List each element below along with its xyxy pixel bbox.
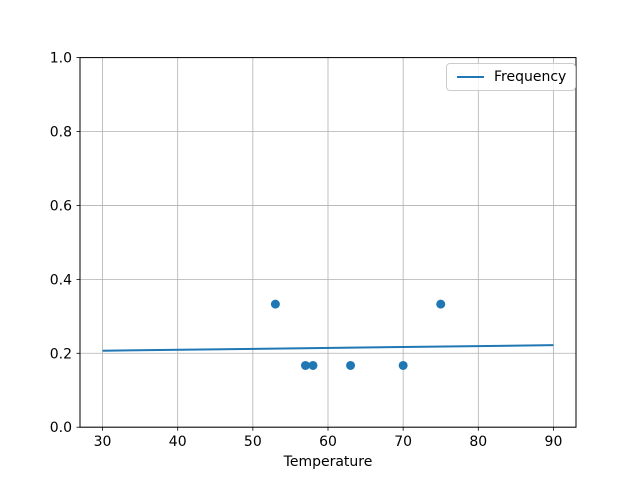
y-tick-label: 0.2	[50, 346, 72, 362]
x-tick-label: 40	[169, 434, 187, 450]
x-tick-label: 80	[469, 434, 487, 450]
x-tick-label: 70	[394, 434, 412, 450]
scatter-point	[270, 299, 280, 309]
x-tick-label: 90	[545, 434, 563, 450]
legend: Frequency	[446, 63, 577, 91]
scatter-point	[346, 360, 356, 370]
y-tick-label: 0.8	[50, 125, 72, 141]
y-tick-label: 0.0	[50, 420, 72, 436]
legend-line-sample	[457, 76, 484, 78]
x-axis-label: Temperature	[283, 454, 373, 470]
line-series-frequency	[102, 344, 554, 352]
scatter-point	[300, 360, 310, 370]
x-tick-label: 50	[244, 434, 262, 450]
x-tick-label: 30	[94, 434, 112, 450]
scatter-point	[398, 360, 408, 370]
x-tick-label: 60	[319, 434, 337, 450]
scatter-point	[308, 360, 318, 370]
y-tick-label: 0.4	[50, 272, 72, 288]
legend-entry-frequency: Frequency	[494, 69, 567, 85]
scatter-point	[436, 299, 446, 309]
y-tick-label: 1.0	[50, 51, 72, 67]
y-tick-label: 0.6	[50, 198, 72, 214]
